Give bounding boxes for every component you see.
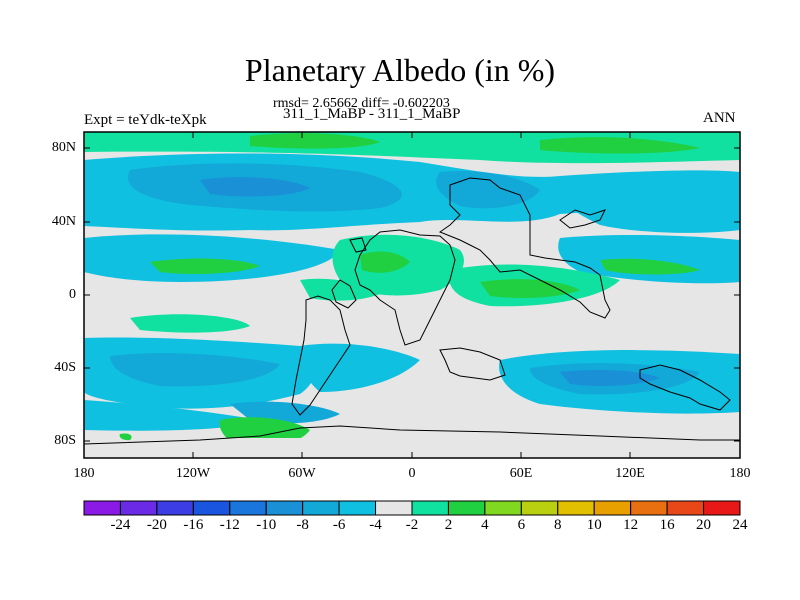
colorbar-label: -8: [296, 517, 309, 533]
field-region: [84, 400, 260, 431]
colorbar-box: [119, 500, 158, 516]
lon-label: 60E: [509, 466, 533, 481]
colorbar-label: 24: [732, 517, 748, 533]
colorbar-label: 6: [517, 517, 526, 533]
field-region: [84, 234, 340, 282]
colorbar-box: [83, 500, 121, 516]
colorbar-label: -10: [256, 517, 277, 533]
lat-label: 80S: [54, 433, 76, 448]
field-region: [130, 314, 250, 333]
colorbar-label: -16: [183, 517, 204, 533]
lon-label: 120E: [615, 466, 645, 481]
field-region: [360, 251, 410, 273]
colorbar-label: 16: [659, 517, 675, 533]
field-region: [480, 279, 580, 298]
field-region: [299, 343, 420, 392]
map-field: [84, 132, 740, 458]
colorbar-box: [484, 500, 522, 516]
lon-label: 180: [73, 466, 95, 481]
plot-title: Planetary Albedo (in %): [244, 52, 556, 88]
colorbar-box: [375, 500, 413, 516]
lat-label: 80N: [51, 140, 76, 155]
field-region: [250, 133, 380, 149]
season-label: ANN: [703, 110, 736, 126]
field-region: [560, 370, 660, 386]
lon-label: 180: [729, 466, 751, 481]
colorbar-label: -6: [332, 517, 346, 533]
colorbar-label: -24: [110, 517, 131, 533]
colorbar-box: [411, 500, 449, 516]
colorbar-box: [557, 500, 595, 516]
colorbar-box: [593, 500, 632, 516]
colorbar-box: [703, 500, 741, 516]
experiment-label: Expt = teYdk-teXpk: [84, 112, 207, 128]
colorbar-box: [156, 500, 194, 516]
field-region: [560, 187, 740, 233]
axis-ticks: [84, 132, 740, 458]
lon-label: 0: [408, 466, 416, 481]
field-region: [119, 433, 132, 441]
field-region: [600, 258, 700, 275]
colorbar-box: [666, 500, 705, 516]
lon-label: 60W: [288, 466, 316, 481]
colorbar-label: -2: [405, 517, 419, 533]
colorbar-label: -20: [146, 517, 167, 533]
field-region: [84, 438, 740, 458]
colorbar: [83, 500, 741, 516]
colorbar-label: 4: [481, 517, 489, 533]
lat-label: 40S: [54, 360, 76, 375]
colorbar-label: 8: [554, 517, 562, 533]
colorbar-box: [630, 500, 668, 516]
subtitle: 311_1_MaBP - 311_1_MaBP: [283, 106, 461, 122]
field-region: [110, 353, 280, 387]
colorbar-box: [192, 500, 231, 516]
colorbar-label: 2: [444, 517, 453, 533]
field-region: [300, 278, 380, 301]
colorbar-label: 10: [586, 517, 602, 533]
colorbar-box: [338, 500, 377, 516]
colorbar-label: -4: [369, 517, 382, 533]
lat-label: 40N: [51, 214, 76, 229]
lat-label: 0: [69, 287, 76, 302]
colorbar-label: 20: [696, 517, 712, 533]
field-region: [150, 258, 260, 274]
stats-text: rmsd= 2.65662 diff= -0.602203: [273, 96, 450, 111]
field-region: [540, 137, 700, 154]
colorbar-box: [520, 500, 559, 516]
colorbar-box: [447, 500, 486, 516]
coastlines: [84, 177, 740, 445]
colorbar-box: [265, 500, 304, 516]
colorbar-box: [302, 500, 340, 516]
colorbar-label: -12: [219, 517, 240, 533]
field-region: [200, 177, 310, 197]
lon-label: 120W: [175, 466, 211, 481]
colorbar-box: [229, 500, 267, 516]
colorbar-label: 12: [623, 517, 639, 533]
